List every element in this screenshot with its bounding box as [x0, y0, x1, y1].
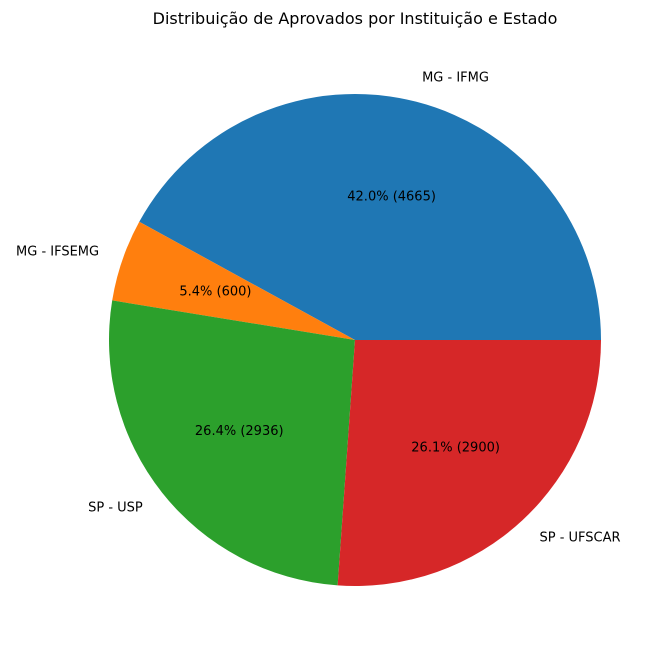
pie-outer-labels: MG - IFMG MG - IFSEMG SP - USP SP - UFSCAR: [16, 70, 621, 545]
pie-slice-sp-usp: [109, 300, 355, 586]
slice-label-sp-usp: SP - USP: [88, 500, 143, 515]
slice-label-mg-ifmg: MG - IFMG: [422, 70, 489, 85]
slice-percent-mg-ifmg: 42.0% (4665): [347, 190, 436, 205]
slice-percent-mg-ifsemg: 5.4% (600): [179, 284, 251, 299]
pie-percent-labels: 42.0% (4665) 5.4% (600) 26.4% (2936) 26.1% …: [179, 190, 500, 456]
slice-percent-sp-ufscar: 26.1% (2900): [411, 440, 500, 455]
pie-slice-mg-ifmg: [139, 94, 601, 340]
slice-label-mg-ifsemg: MG - IFSEMG: [16, 244, 99, 259]
pie-slice-mg-ifsemg: [112, 221, 355, 340]
pie-slice-sp-ufscar: [337, 340, 601, 586]
chart-title: Distribuição de Aprovados por Instituiçã…: [153, 9, 558, 28]
pie-wedges: [109, 94, 601, 586]
slice-label-sp-ufscar: SP - UFSCAR: [539, 530, 620, 545]
slice-percent-sp-usp: 26.4% (2936): [195, 424, 284, 439]
